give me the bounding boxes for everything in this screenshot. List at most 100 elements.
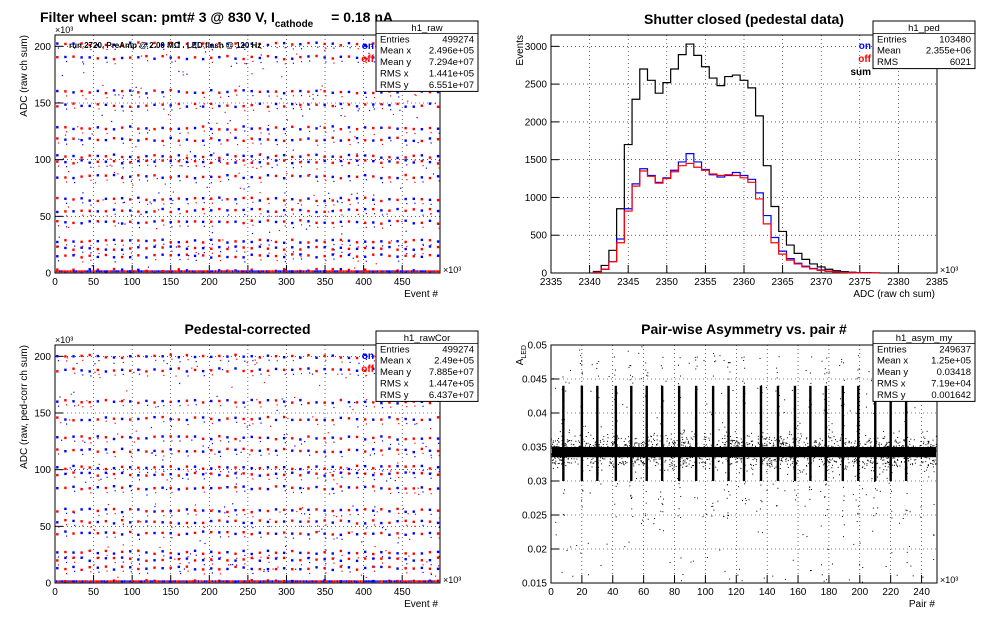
data-point (376, 580, 379, 583)
data-point (367, 270, 369, 273)
data-point (227, 179, 230, 181)
data-point (99, 270, 101, 273)
data-point (112, 128, 116, 131)
data-point (567, 458, 569, 460)
data-point (146, 572, 149, 574)
data-point (299, 582, 302, 583)
data-point (98, 479, 100, 481)
data-point (274, 399, 278, 402)
data-point (792, 446, 794, 448)
data-point (643, 455, 645, 457)
data-point (256, 167, 258, 169)
data-point (204, 542, 206, 545)
data-point (740, 467, 742, 469)
data-point (291, 519, 294, 522)
data-point (244, 536, 246, 538)
data-point (744, 446, 746, 448)
data-point (303, 441, 306, 443)
data-point (292, 62, 295, 64)
data-point (106, 244, 108, 246)
data-point (341, 225, 343, 227)
data-point (670, 433, 672, 435)
data-point (80, 487, 83, 491)
data-point (363, 369, 367, 373)
data-point (790, 447, 792, 449)
data-point (242, 580, 244, 583)
data-point (83, 467, 85, 470)
data-point (683, 442, 685, 444)
data-point (193, 549, 197, 553)
stats-row-label: Mean y (380, 57, 411, 68)
data-point (218, 245, 221, 249)
data-point (734, 440, 736, 442)
data-point (201, 473, 205, 476)
data-point (741, 458, 743, 460)
main-title: Filter wheel scan: pmt# 3 @ 830 V, Icath… (40, 9, 393, 30)
data-point (64, 518, 67, 522)
data-point (183, 568, 186, 570)
data-point (252, 584, 253, 585)
data-point (783, 438, 785, 440)
data-point (153, 270, 156, 273)
data-point (636, 442, 638, 444)
data-point (122, 202, 124, 204)
data-point (187, 455, 189, 457)
data-point (752, 447, 754, 449)
stats-row-label: RMS x (380, 379, 409, 390)
data-point (155, 165, 157, 167)
data-point (228, 580, 231, 583)
y-axis-label-subscript: LED (521, 345, 528, 359)
data-point (77, 404, 80, 406)
data-point (177, 154, 181, 157)
data-point (260, 181, 262, 183)
x-tick-label: 2380 (887, 277, 910, 288)
data-point (772, 454, 774, 456)
data-point (250, 207, 253, 211)
data-point (363, 353, 367, 356)
data-point (235, 483, 237, 485)
data-point (823, 463, 825, 465)
data-point (242, 221, 245, 225)
data-point (96, 435, 100, 438)
data-point (606, 446, 608, 448)
data-point (860, 454, 862, 456)
data-point (396, 417, 399, 421)
data-point (888, 449, 890, 451)
data-point (909, 447, 911, 449)
data-point (755, 445, 757, 447)
data-point (724, 435, 726, 437)
data-point (428, 126, 432, 130)
data-point (187, 478, 189, 480)
data-point (785, 442, 787, 444)
data-point (56, 56, 59, 59)
data-point (349, 158, 351, 161)
data-point (761, 461, 763, 463)
data-point (892, 457, 894, 459)
data-point (114, 478, 116, 480)
data-point (64, 399, 67, 402)
data-point (258, 567, 262, 571)
data-point (396, 471, 399, 475)
data-point (398, 423, 400, 425)
data-point (675, 448, 677, 450)
data-point (234, 270, 237, 273)
data-point (291, 437, 294, 440)
data-point (236, 557, 238, 559)
data-point (404, 487, 407, 490)
data-point (307, 254, 310, 257)
data-point (780, 459, 782, 461)
x-tick-label: 120 (728, 587, 745, 598)
data-point (175, 375, 177, 377)
run-annotation: run 2720, PreAmp @ 2.00 MΩ . LED flash @… (69, 41, 261, 50)
data-point (554, 450, 556, 452)
data-point (120, 518, 124, 522)
data-point (201, 416, 205, 419)
data-point (201, 530, 205, 533)
data-point (80, 354, 83, 358)
data-point (396, 519, 399, 523)
data-point (396, 127, 399, 130)
data-point (137, 139, 140, 142)
data-point (219, 455, 222, 457)
data-point (98, 373, 100, 376)
data-point (146, 494, 148, 496)
